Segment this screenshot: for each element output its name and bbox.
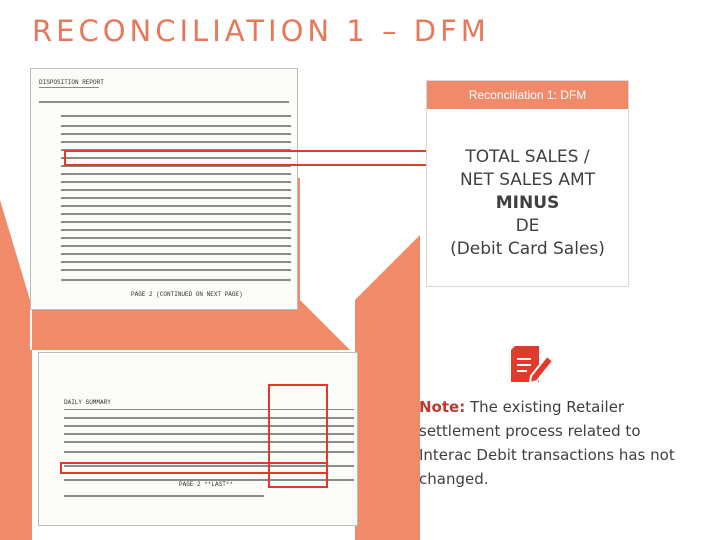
report-scan-bottom: DAILY SUMMARY PAGE 2 **LAST** [38, 352, 358, 526]
panel-line-minus: MINUS [495, 193, 560, 213]
panel-body: TOTAL SALES / NET SALES AMT MINUS DE (De… [427, 109, 628, 261]
report-bottom-rows [64, 409, 354, 497]
highlight-total-sales-row [60, 462, 328, 474]
note-label: Note: [419, 398, 466, 416]
slide-title: RECONCILIATION 1 – DFM [32, 14, 490, 48]
document-pencil-icon [511, 346, 555, 385]
panel-line-net-sales: NET SALES AMT [459, 170, 596, 190]
accent-left-bar [0, 350, 32, 540]
panel-line-total-sales: TOTAL SALES / [465, 147, 590, 167]
highlight-net-sales-column [268, 384, 328, 488]
panel-header: Reconciliation 1: DFM [427, 81, 628, 109]
report-top-header: DISPOSITION REPORT [39, 79, 104, 86]
report-top-footer: PAGE 2 (CONTINUED ON NEXT PAGE) [131, 291, 243, 298]
panel-line-debit: (Debit Card Sales) [450, 239, 605, 259]
accent-center-band [32, 300, 350, 350]
reconciliation-panel: Reconciliation 1: DFM TOTAL SALES / NET … [426, 80, 629, 287]
report-bottom-footer: PAGE 2 **LAST** [179, 481, 234, 488]
report-bottom-header: DAILY SUMMARY [64, 399, 111, 406]
note-body: The existing Retailer settlement process… [419, 398, 675, 488]
note-text: Note: The existing Retailer settlement p… [419, 395, 679, 491]
panel-line-de: DE [515, 216, 540, 236]
accent-right-wedge [355, 235, 420, 540]
highlight-de-row [64, 150, 428, 166]
report-scan-top: DISPOSITION REPORT PA [30, 68, 298, 310]
report-top-rows [39, 87, 291, 281]
